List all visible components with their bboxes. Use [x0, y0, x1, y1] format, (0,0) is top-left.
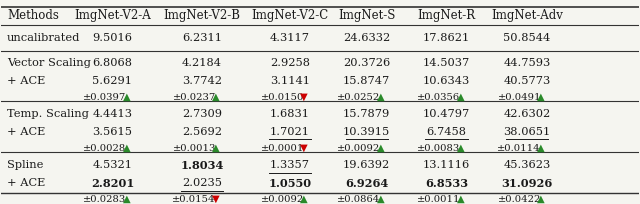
Text: ±0.0001: ±0.0001 [260, 144, 304, 153]
Text: ±0.0864: ±0.0864 [337, 195, 381, 204]
Text: ±0.0491: ±0.0491 [497, 93, 541, 102]
Text: ±0.0114: ±0.0114 [497, 144, 541, 153]
Text: ▲: ▲ [377, 144, 385, 153]
Text: 1.7021: 1.7021 [270, 127, 310, 137]
Text: 20.3726: 20.3726 [343, 58, 390, 68]
Text: ±0.0237: ±0.0237 [173, 93, 216, 102]
Text: 1.0550: 1.0550 [268, 178, 312, 189]
Text: 19.6392: 19.6392 [343, 161, 390, 171]
Text: 15.7879: 15.7879 [343, 109, 390, 119]
Text: ImgNet-V2-B: ImgNet-V2-B [163, 9, 241, 22]
Text: 2.9258: 2.9258 [270, 58, 310, 68]
Text: 10.3915: 10.3915 [343, 127, 390, 137]
Text: ▲: ▲ [537, 144, 545, 153]
Text: 2.0235: 2.0235 [182, 178, 222, 188]
Text: 50.8544: 50.8544 [503, 33, 550, 43]
Text: ▲: ▲ [537, 93, 545, 102]
Text: 40.5773: 40.5773 [503, 76, 550, 86]
Text: ▲: ▲ [123, 195, 131, 204]
Text: 45.3623: 45.3623 [503, 161, 550, 171]
Text: ▲: ▲ [123, 144, 131, 153]
Text: ±0.0154: ±0.0154 [172, 195, 216, 204]
Text: ±0.0083: ±0.0083 [417, 144, 460, 153]
Text: 24.6332: 24.6332 [343, 33, 390, 43]
Text: 1.3357: 1.3357 [270, 161, 310, 171]
Text: ±0.0356: ±0.0356 [417, 93, 460, 102]
Text: + ACE: + ACE [7, 127, 45, 137]
Text: Temp. Scaling: Temp. Scaling [7, 109, 89, 119]
Text: ±0.0283: ±0.0283 [83, 195, 127, 204]
Text: 6.2311: 6.2311 [182, 33, 222, 43]
Text: ±0.0397: ±0.0397 [83, 93, 127, 102]
Text: 2.8201: 2.8201 [91, 178, 134, 189]
Text: 4.5321: 4.5321 [92, 161, 132, 171]
Text: ImgNet-Adv: ImgNet-Adv [491, 9, 563, 22]
Text: 4.3117: 4.3117 [270, 33, 310, 43]
Text: ▲: ▲ [456, 93, 465, 102]
Text: + ACE: + ACE [7, 178, 45, 188]
Text: ▲: ▲ [300, 195, 308, 204]
Text: 6.8068: 6.8068 [92, 58, 132, 68]
Text: Methods: Methods [7, 9, 59, 22]
Text: 38.0651: 38.0651 [503, 127, 550, 137]
Text: 31.0926: 31.0926 [501, 178, 552, 189]
Text: 17.8621: 17.8621 [423, 33, 470, 43]
Text: 3.7742: 3.7742 [182, 76, 222, 86]
Text: Spline: Spline [7, 161, 44, 171]
Text: ImgNet-V2-A: ImgNet-V2-A [74, 9, 151, 22]
Text: 15.8747: 15.8747 [343, 76, 390, 86]
Text: ▲: ▲ [212, 144, 220, 153]
Text: ▲: ▲ [212, 93, 220, 102]
Text: ▲: ▲ [456, 195, 465, 204]
Text: ▲: ▲ [537, 195, 545, 204]
Text: 10.4797: 10.4797 [423, 109, 470, 119]
Text: ±0.0028: ±0.0028 [83, 144, 127, 153]
Text: 3.5615: 3.5615 [92, 127, 132, 137]
Text: 10.6343: 10.6343 [423, 76, 470, 86]
Text: ±0.0252: ±0.0252 [337, 93, 381, 102]
Text: 6.7458: 6.7458 [426, 127, 467, 137]
Text: 14.5037: 14.5037 [423, 58, 470, 68]
Text: 6.8533: 6.8533 [425, 178, 468, 189]
Text: 44.7593: 44.7593 [503, 58, 550, 68]
Text: ▼: ▼ [300, 144, 308, 153]
Text: ±0.0150: ±0.0150 [260, 93, 304, 102]
Text: ▼: ▼ [300, 93, 308, 102]
Text: 9.5016: 9.5016 [92, 33, 132, 43]
Text: ▲: ▲ [123, 93, 131, 102]
Text: ▼: ▼ [212, 195, 220, 204]
Text: ▲: ▲ [377, 195, 385, 204]
Text: ±0.0092: ±0.0092 [260, 195, 304, 204]
Text: ±0.0422: ±0.0422 [497, 195, 541, 204]
Text: ImgNet-V2-C: ImgNet-V2-C [252, 9, 328, 22]
Text: 4.4413: 4.4413 [92, 109, 132, 119]
Text: + ACE: + ACE [7, 76, 45, 86]
Text: 2.7309: 2.7309 [182, 109, 222, 119]
Text: 42.6302: 42.6302 [503, 109, 550, 119]
Text: 5.6291: 5.6291 [92, 76, 132, 86]
Text: uncalibrated: uncalibrated [7, 33, 81, 43]
Text: ImgNet-S: ImgNet-S [338, 9, 396, 22]
Text: 13.1116: 13.1116 [423, 161, 470, 171]
Text: ImgNet-R: ImgNet-R [417, 9, 476, 22]
Text: 1.6831: 1.6831 [270, 109, 310, 119]
Text: ▲: ▲ [377, 93, 385, 102]
Text: 6.9264: 6.9264 [345, 178, 388, 189]
Text: 1.8034: 1.8034 [180, 160, 223, 171]
Text: 3.1141: 3.1141 [270, 76, 310, 86]
Text: ±0.0011: ±0.0011 [417, 195, 461, 204]
Text: 4.2184: 4.2184 [182, 58, 222, 68]
Text: ▲: ▲ [456, 144, 465, 153]
Text: ±0.0013: ±0.0013 [173, 144, 216, 153]
Text: 2.5692: 2.5692 [182, 127, 222, 137]
Text: ±0.0092: ±0.0092 [337, 144, 381, 153]
Text: Vector Scaling: Vector Scaling [7, 58, 91, 68]
